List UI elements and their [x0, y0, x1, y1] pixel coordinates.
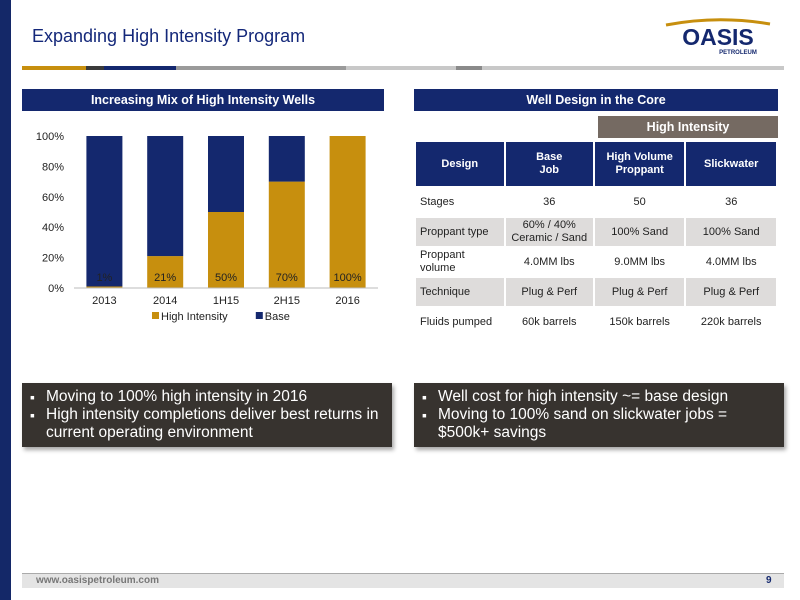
- bar-base: [86, 136, 123, 287]
- x-tick-label: 2016: [335, 295, 359, 307]
- bullet-item: High intensity completions deliver best …: [30, 406, 384, 442]
- bar-high-intensity: [86, 286, 123, 288]
- legend-swatch: [255, 312, 263, 319]
- oasis-logo: OASIS PETROLEUM: [665, 18, 771, 56]
- well-design-table: Design Base Job High Volume Proppant Sli…: [414, 140, 778, 338]
- right-bullet-box: Well cost for high intensity ~= base des…: [414, 383, 784, 447]
- stacked-bar-chart: 0% 20% 40% 60% 80% 100% 1% 2013 21% 2014 50% 1H15 70…: [36, 131, 378, 323]
- table-cell: 9.0MM lbs: [614, 255, 666, 268]
- bar-high-intensity: [329, 136, 366, 288]
- x-tick-label: 2014: [153, 295, 177, 307]
- table-cell: 60k barrels: [522, 315, 577, 328]
- stripe-navy: [104, 66, 176, 70]
- bar-high-intensity: [147, 256, 184, 288]
- table-row: Technique Plug & Perf Plug & Perf Plug &…: [416, 278, 776, 306]
- stripe-mid-gray: [456, 66, 482, 70]
- y-tick-label: 40%: [42, 222, 64, 234]
- y-tick-label: 100%: [36, 131, 64, 143]
- bullet-item: Moving to 100% high intensity in 2016: [30, 388, 384, 406]
- footer-url[interactable]: www.oasispetroleum.com: [36, 575, 159, 586]
- bar-high-intensity: [268, 181, 305, 288]
- x-tick-label: 2H15: [274, 295, 300, 307]
- legend-swatch: [152, 312, 159, 319]
- bar-base: [208, 136, 244, 212]
- table-cell: 36: [725, 195, 738, 208]
- slide-title: Expanding High Intensity Program: [32, 26, 306, 46]
- bullet-item: Moving to 100% sand on slickwater jobs =…: [422, 406, 776, 442]
- table-cell: Plug & Perf: [686, 278, 776, 306]
- col-design: Design: [416, 142, 504, 186]
- high-intensity-group-header: High Intensity: [598, 116, 778, 138]
- bullet-item: Well cost for high intensity ~= base des…: [422, 388, 776, 406]
- data-label: 50%: [215, 272, 237, 284]
- row-label: Stages: [420, 195, 455, 208]
- table-cell: 36: [543, 195, 556, 208]
- stripe-light-gray: [346, 66, 456, 70]
- legend-label: High Intensity: [161, 311, 228, 323]
- table-panel-header: Well Design in the Core: [414, 89, 778, 111]
- col-base-job: Base Job: [505, 142, 593, 186]
- table-cell: 150k barrels: [609, 315, 670, 328]
- table-cell: 100% Sand: [594, 218, 685, 246]
- row-label: Proppant type: [416, 218, 504, 246]
- data-label: 100%: [334, 272, 362, 284]
- y-tick-label: 60%: [42, 192, 64, 204]
- logo-text: OASIS: [682, 24, 754, 50]
- stripe-dark: [86, 66, 104, 70]
- stripe-light-gray-2: [482, 66, 784, 70]
- y-tick-label: 80%: [42, 161, 64, 173]
- table-cell: Plug & Perf: [505, 278, 593, 306]
- x-tick-label: 2013: [92, 295, 116, 307]
- bar-base: [147, 136, 184, 257]
- legend-label: Base: [265, 311, 290, 323]
- footer-bar: [22, 574, 784, 588]
- stripe-gray: [176, 66, 346, 70]
- table-cell: 60% / 40% Ceramic / Sand: [505, 218, 593, 246]
- table-cell: 4.0MM lbs: [523, 255, 575, 268]
- footer-divider: [22, 573, 784, 574]
- col-high-volume-proppant: High Volume Proppant: [594, 142, 685, 186]
- y-tick-label: 0%: [48, 283, 64, 295]
- chart-panel-header: Increasing Mix of High Intensity Wells: [22, 89, 384, 111]
- row-label: Fluids pumped: [420, 315, 493, 328]
- table-cell: 4.0MM lbs: [705, 255, 757, 268]
- data-label: 21%: [154, 272, 176, 284]
- table-cell: 100% Sand: [686, 218, 776, 246]
- table-cell: 220k barrels: [700, 315, 762, 328]
- left-edge-bar: [0, 0, 11, 600]
- data-label: 70%: [276, 272, 298, 284]
- table-row: Fluids pumped 60k barrels 150k barrels 2…: [416, 308, 776, 336]
- logo-subtext: PETROLEUM: [719, 50, 757, 56]
- y-tick-label: 20%: [42, 253, 64, 265]
- table-row: Proppant type 60% / 40% Ceramic / Sand 1…: [416, 218, 776, 246]
- stripe-gold: [22, 66, 86, 70]
- table-cell: 50: [633, 195, 646, 208]
- table-row: Stages 36 50 36: [416, 188, 776, 216]
- table-row: Proppant volume 4.0MM lbs 9.0MM lbs 4.0M…: [416, 248, 776, 276]
- bar-high-intensity: [208, 212, 244, 288]
- data-label: 1%: [96, 272, 112, 284]
- bar-base: [268, 136, 305, 182]
- page-number: 9: [766, 575, 772, 586]
- row-label: Technique: [416, 278, 504, 306]
- table-header-row: Design Base Job High Volume Proppant Sli…: [416, 142, 776, 186]
- row-label: Proppant volume: [420, 249, 465, 274]
- left-bullet-box: Moving to 100% high intensity in 2016 Hi…: [22, 383, 392, 447]
- table-cell: Plug & Perf: [594, 278, 685, 306]
- col-slickwater: Slickwater: [686, 142, 776, 186]
- x-tick-label: 1H15: [213, 295, 239, 307]
